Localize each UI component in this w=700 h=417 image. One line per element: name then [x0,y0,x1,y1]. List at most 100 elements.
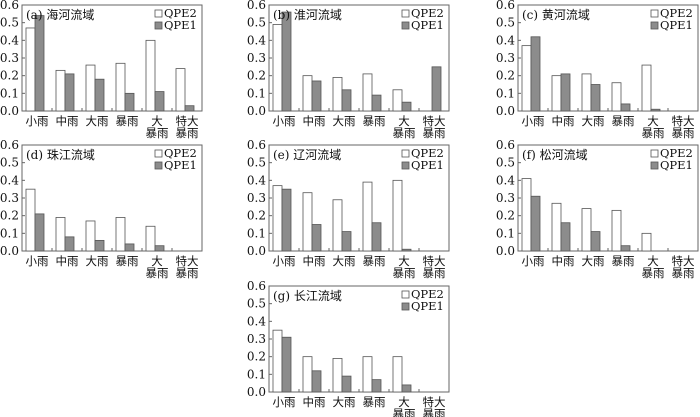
x-tick-label: 暴雨 [176,126,199,140]
x-tick-label: 小雨 [273,254,296,268]
bar-qpe1-3 [124,92,135,112]
x-tick-label: 暴雨 [423,266,446,280]
y-tick-label: 0.0 [247,104,266,118]
x-tick-label: 暴雨 [672,126,695,140]
y-tick-label: 0.1 [0,226,19,240]
x-tick-label: 大雨 [333,395,356,409]
bar-qpe2-0 [272,24,283,112]
legend-label-qpe2: QPE2 [411,146,444,160]
bar-qpe2-3 [115,217,126,252]
y-tick-label: 0.2 [247,209,266,223]
bar-qpe2-1 [551,202,562,252]
y-tick-label: 0.4 [247,173,266,187]
x-tick-label: 暴雨 [423,126,446,140]
bar-qpe2-0 [25,27,36,112]
y-tick-label: 0.5 [247,156,266,170]
legend-label-qpe1: QPE1 [411,158,444,172]
legend-swatch-qpe1 [650,161,659,170]
bar-qpe1-3 [371,94,382,112]
legend-swatch-qpe1 [650,21,659,30]
y-tick-label: 0.4 [247,314,266,328]
bar-qpe2-2 [581,208,592,252]
subplot-b: 0.00.10.20.30.40.50.6小雨 中雨 大雨 暴雨 大暴雨特大暴雨(b) … [247,0,450,140]
bar-qpe1-1 [560,222,571,252]
x-tick-label: 暴雨 [146,126,169,140]
x-tick-label: 特大 [423,114,446,128]
bar-qpe1-1 [311,224,322,252]
bar-qpe1-5 [431,66,442,112]
x-tick-label: 小雨 [522,254,545,268]
x-tick-label: 中雨 [56,114,79,128]
bar-qpe1-4 [401,248,412,252]
legend-label-qpe2: QPE2 [411,287,444,301]
x-tick-label: 中雨 [303,254,326,268]
bar-qpe2-3 [362,73,373,112]
x-tick-label: 大 [151,254,163,268]
y-tick-label: 0.4 [496,173,515,187]
legend-label-qpe1: QPE1 [411,18,444,32]
x-tick-label: 特大 [176,254,199,268]
legend-swatch-qpe1 [154,161,163,170]
bar-qpe2-1 [55,69,66,112]
legend-swatch-qpe2 [650,9,659,18]
bar-qpe2-4 [145,39,156,112]
y-tick-label: 0.1 [247,86,266,100]
subplot-e: 0.00.10.20.30.40.50.6小雨 中雨 大雨 暴雨 大暴雨特大暴雨(e) … [247,138,450,280]
y-tick-label: 0.2 [0,69,19,83]
y-tick-label: 0.4 [0,33,19,47]
bar-qpe2-0 [272,185,283,252]
bar-qpe2-4 [145,225,156,252]
y-tick-label: 0.4 [496,33,515,47]
x-tick-label: 暴雨 [642,126,665,140]
bar-qpe1-1 [64,236,75,252]
bar-qpe2-1 [551,75,562,112]
y-tick-label: 0.1 [496,226,515,240]
bar-qpe2-3 [611,82,622,112]
bar-qpe2-4 [641,232,652,252]
bar-qpe1-0 [281,188,292,252]
bar-qpe1-0 [34,15,45,112]
x-tick-label: 大雨 [582,254,605,268]
bar-qpe2-2 [85,64,96,112]
y-tick-label: 0.5 [496,156,515,170]
x-tick-label: 特大 [423,395,446,409]
legend-label-qpe2: QPE2 [164,6,197,20]
legend-swatch-qpe1 [401,302,410,311]
bar-qpe1-2 [341,89,352,112]
bar-qpe1-2 [341,375,352,393]
legend-swatch-qpe2 [650,149,659,158]
legend-label-qpe2: QPE2 [660,6,693,20]
y-tick-label: 0.1 [247,367,266,381]
bar-qpe1-1 [560,73,571,112]
subplot-title: (c) 黄河流域 [522,8,590,22]
legend-label-qpe1: QPE1 [660,158,693,172]
y-tick-label: 0.0 [247,244,266,258]
y-tick-label: 0.5 [247,16,266,30]
bar-qpe1-0 [530,195,541,252]
x-tick-label: 小雨 [26,114,49,128]
y-tick-label: 0.5 [247,297,266,311]
x-tick-label: 中雨 [56,254,79,268]
x-tick-label: 中雨 [303,395,326,409]
y-tick-label: 0.0 [496,104,515,118]
y-tick-label: 0.3 [247,51,266,65]
subplot-title: (e) 辽河流域 [273,148,341,162]
bar-qpe1-2 [94,239,105,252]
y-tick-label: 0.6 [247,138,266,152]
x-tick-label: 特大 [176,114,199,128]
y-tick-label: 0.1 [496,86,515,100]
legend-label-qpe2: QPE2 [660,146,693,160]
x-tick-label: 大 [398,114,410,128]
bar-qpe2-0 [521,178,532,252]
legend-swatch-qpe2 [401,290,410,299]
x-tick-label: 大雨 [86,114,109,128]
x-tick-label: 特大 [672,114,695,128]
x-tick-label: 暴雨 [363,254,386,268]
y-tick-label: 0.6 [247,0,266,12]
y-tick-label: 0.0 [0,244,19,258]
bar-qpe2-1 [302,75,313,112]
bar-qpe1-1 [311,370,322,393]
bar-qpe1-2 [590,231,601,252]
bar-qpe2-1 [55,217,66,252]
